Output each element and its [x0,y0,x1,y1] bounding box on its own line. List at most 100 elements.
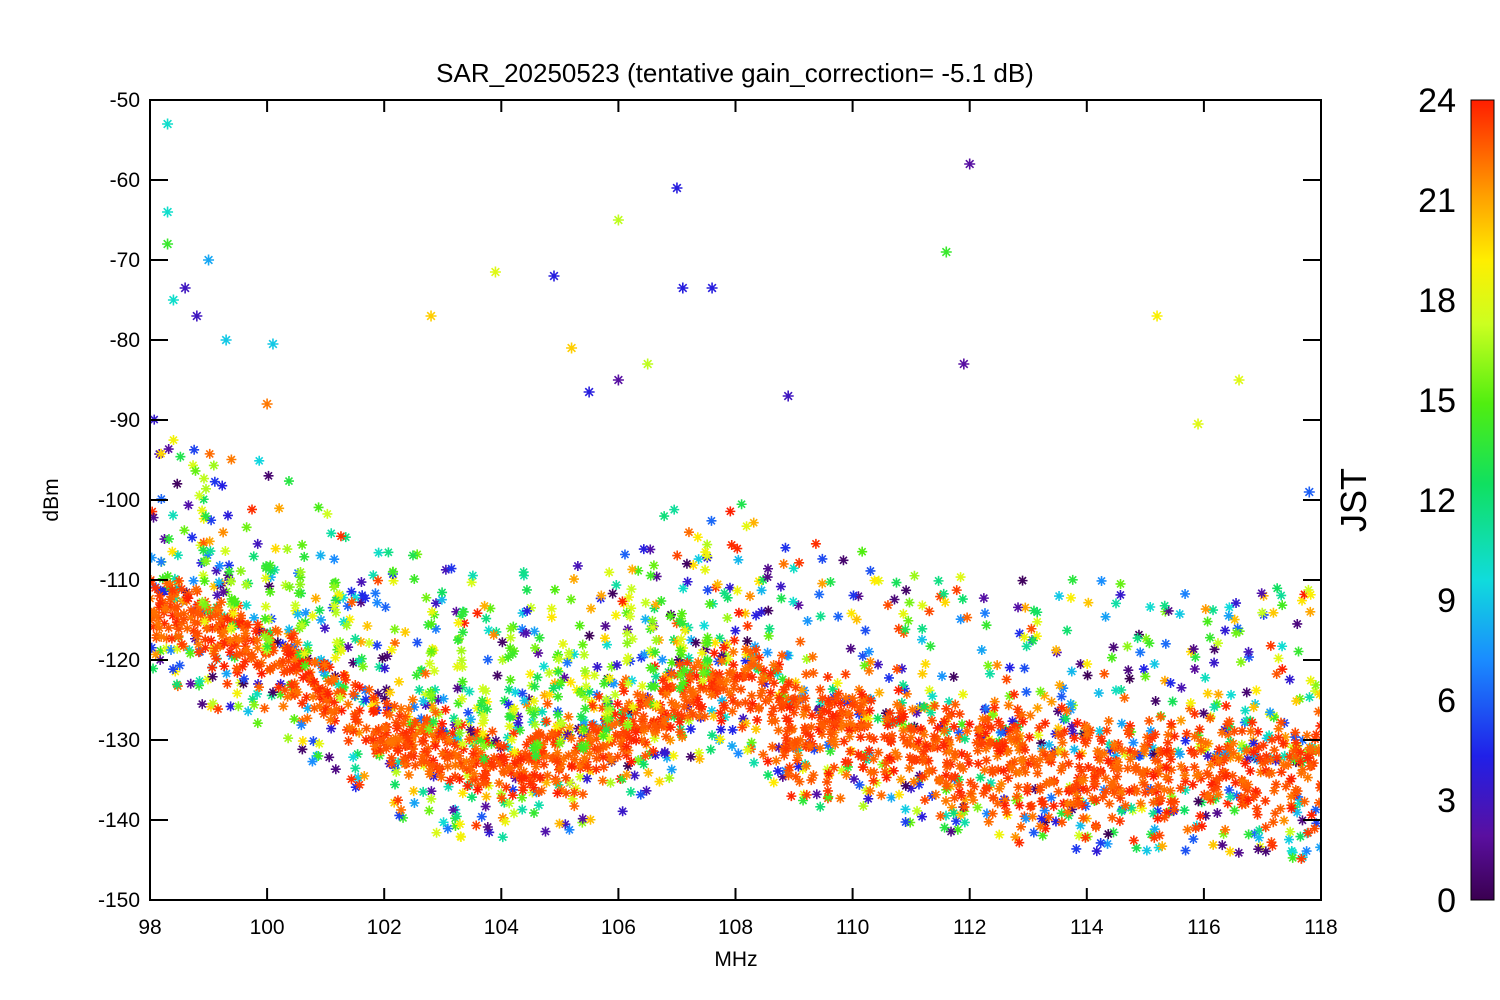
scatter-point [763,563,774,574]
scatter-point [575,687,586,698]
scatter-point [510,773,521,784]
scatter-point [1157,747,1168,758]
scatter-point [675,613,686,624]
scatter-point [226,593,237,604]
scatter-point [252,538,263,549]
scatter-point [269,660,280,671]
scatter-point [392,795,403,806]
scatter-point [1082,670,1093,681]
scatter-point [780,743,791,754]
scatter-point [505,623,516,634]
scatter-point [154,623,165,634]
scatter-point [1295,831,1306,842]
scatter-point [925,707,936,718]
scatter-point [1103,755,1114,766]
scatter-point [881,758,892,769]
scatter-point [469,768,480,779]
scatter-point [985,737,996,748]
scatter-point [1213,638,1223,649]
scatter-point [150,506,158,517]
scatter-point [790,682,801,693]
scatter-point [331,704,342,715]
scatter-point [800,704,811,715]
scatter-point [732,585,743,596]
scatter-point [1095,731,1106,742]
scatter-point [1283,834,1294,845]
scatter-point [1200,604,1211,615]
scatter-point [932,723,943,734]
scatter-point [1037,796,1048,807]
scatter-point [242,619,253,630]
scatter-point [819,716,830,727]
scatter-point [417,751,428,762]
scatter-point [401,740,412,751]
scatter-point [263,470,274,481]
scatter-point [997,741,1008,752]
scatter-point [507,648,518,659]
scatter-point [697,680,708,691]
scatter-point [1253,726,1264,737]
scatter-point [558,753,569,764]
scatter-point [321,695,332,706]
scatter-point [757,685,768,696]
scatter-point [1017,716,1028,727]
scatter-point [935,722,946,733]
scatter-point [908,776,919,787]
scatter-point [1291,744,1302,755]
scatter-point [715,676,726,687]
scatter-point [457,693,468,704]
scatter-point [217,627,228,638]
scatter-point [1192,418,1204,430]
scatter-point [1189,731,1200,742]
scatter-point [1072,793,1083,804]
scatter-point [857,546,868,557]
scatter-point [671,182,683,194]
scatter-point [924,704,935,715]
scatter-point [222,678,233,689]
scatter-point [152,584,163,595]
scatter-point [231,649,242,660]
scatter-point [1066,784,1077,795]
scatter-point [988,792,999,803]
scatter-point [188,460,199,471]
scatter-point [1248,702,1259,713]
colorbar-tick-label: 12 [1418,482,1456,520]
scatter-point [1021,641,1032,652]
scatter-point [858,707,869,718]
scatter-point [450,751,461,762]
scatter-point [915,723,926,734]
scatter-point [754,652,765,663]
scatter-point [612,730,623,741]
scatter-point [863,713,874,724]
scatter-point [956,748,967,759]
scatter-point [975,772,986,783]
scatter-point [650,647,661,658]
scatter-point [1267,734,1277,745]
scatter-point [1243,646,1254,657]
scatter-point [333,590,344,601]
scatter-point [1305,675,1316,686]
scatter-point [706,689,717,700]
scatter-point [722,592,733,603]
scatter-point [408,744,419,755]
scatter-point [1267,840,1278,851]
scatter-point [322,508,333,519]
scatter-point [580,740,591,751]
scatter-point [1089,781,1100,792]
scatter-point [452,740,463,751]
scatter-point [240,656,251,667]
scatter-point [788,707,799,718]
scatter-point [864,731,875,742]
scatter-point [685,684,696,695]
scatter-point [192,608,203,619]
scatter-point [632,689,643,700]
scatter-point [297,736,308,747]
scatter-point [161,643,172,654]
scatter-point [1258,740,1269,751]
scatter-point [788,563,799,574]
scatter-point [1054,591,1065,602]
scatter-point [525,734,536,745]
scatter-point [1045,752,1056,763]
scatter-point [284,624,295,635]
scatter-point [1205,759,1216,770]
